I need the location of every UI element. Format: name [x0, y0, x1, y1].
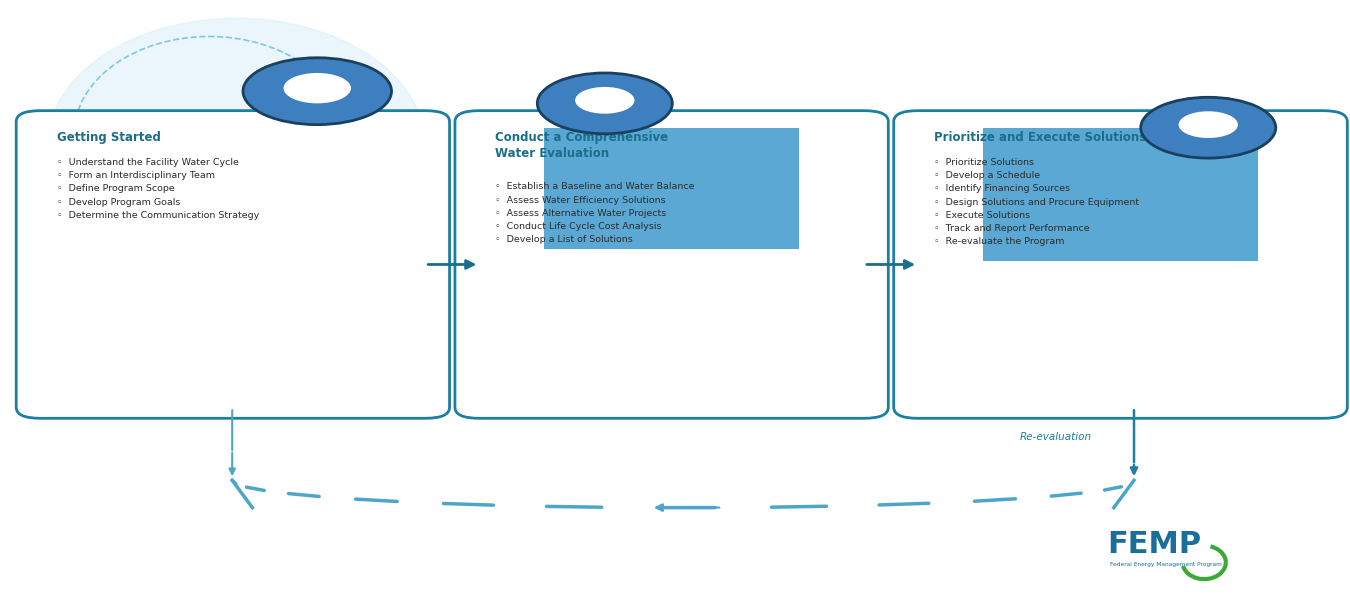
Text: Getting Started: Getting Started	[57, 131, 161, 143]
FancyBboxPatch shape	[16, 111, 450, 418]
Circle shape	[537, 73, 672, 134]
FancyBboxPatch shape	[983, 128, 1258, 261]
Circle shape	[1179, 111, 1238, 138]
Text: ◦  Understand the Facility Water Cycle
◦  Form an Interdisciplinary Team
◦  Defi: ◦ Understand the Facility Water Cycle ◦ …	[57, 158, 259, 220]
Circle shape	[575, 87, 634, 114]
Text: Prioritize and Execute Solutions: Prioritize and Execute Solutions	[934, 131, 1146, 143]
Text: Conduct a Comprehensive
Water Evaluation: Conduct a Comprehensive Water Evaluation	[495, 131, 668, 160]
Text: FEMP: FEMP	[1107, 530, 1202, 559]
FancyBboxPatch shape	[455, 111, 888, 418]
Text: ◦  Prioritize Solutions
◦  Develop a Schedule
◦  Identify Financing Sources
◦  D: ◦ Prioritize Solutions ◦ Develop a Sched…	[934, 158, 1139, 246]
Circle shape	[243, 58, 392, 125]
Text: Re-evaluation: Re-evaluation	[1019, 432, 1091, 441]
Circle shape	[284, 73, 351, 103]
Text: Federal Energy Management Program: Federal Energy Management Program	[1110, 562, 1222, 567]
Text: ◦  Establish a Baseline and Water Balance
◦  Assess Water Efficiency Solutions
◦: ◦ Establish a Baseline and Water Balance…	[495, 182, 695, 244]
FancyBboxPatch shape	[522, 117, 821, 278]
Ellipse shape	[47, 18, 425, 274]
FancyBboxPatch shape	[544, 128, 799, 249]
FancyBboxPatch shape	[961, 117, 1280, 291]
FancyBboxPatch shape	[894, 111, 1347, 418]
Circle shape	[1141, 97, 1276, 158]
FancyBboxPatch shape	[148, 128, 263, 261]
